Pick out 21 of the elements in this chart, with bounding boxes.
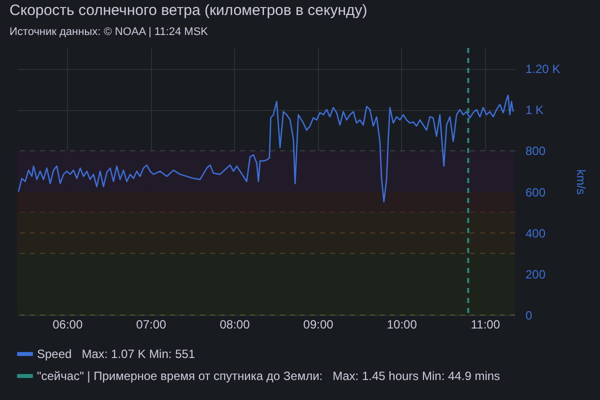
y-tick-label: 200 — [526, 267, 546, 282]
y-tick-label: 800 — [526, 144, 546, 158]
line-series — [18, 94, 514, 202]
legend-label: Speed — [37, 347, 72, 361]
y-tick-label: 400 — [526, 226, 546, 240]
y-tick-label: 1 K — [526, 103, 544, 118]
x-tick-label: 09:00 — [303, 318, 334, 332]
x-tick-label: 06:00 — [52, 318, 83, 332]
chart-title: Скорость солнечного ветра (километров в секунду) — [10, 2, 368, 19]
x-tick-label: 11:00 — [470, 318, 500, 332]
legend-label: "сейчас" | Примерное время от спутника до Земли: — [37, 369, 323, 383]
x-tick-label: 08:00 — [220, 318, 250, 332]
y-axis-title: km/s — [574, 169, 588, 195]
x-tick-label: 07:00 — [136, 318, 167, 332]
y-tick-label: 600 — [526, 185, 546, 200]
text: Max: 1.07 K Min: 551 — [82, 347, 196, 361]
text: Max: 1.45 hours Min: 44.9 mins — [332, 369, 500, 383]
x-tick-label: 10:00 — [386, 318, 418, 332]
chart-subtitle: Источник данных: © NOAA | 11:24 MSK — [10, 26, 209, 38]
y-tick-label: 1.20 K — [526, 62, 560, 76]
y-tick-label: 0 — [526, 308, 532, 322]
